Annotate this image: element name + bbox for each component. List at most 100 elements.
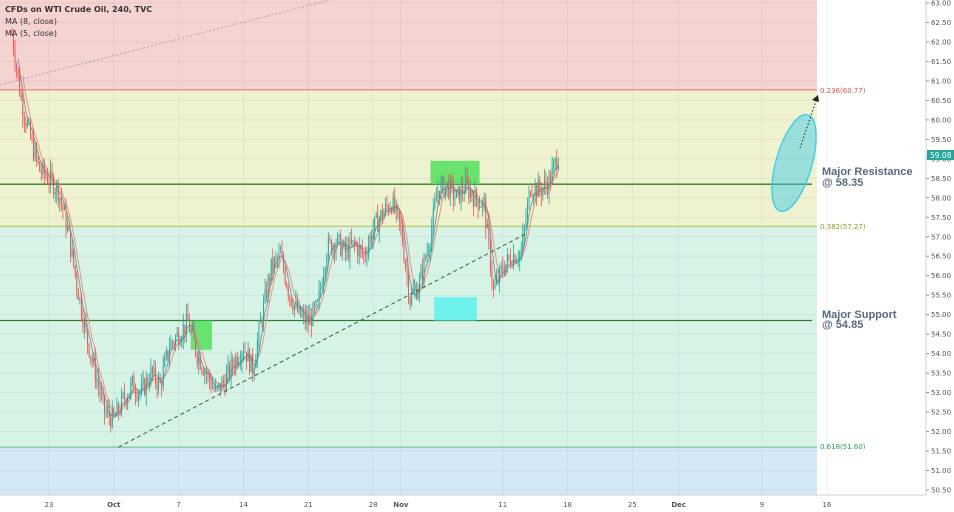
- y-tick-label: 61.00: [931, 77, 951, 85]
- candle-up: [548, 175, 550, 194]
- candle-up: [318, 289, 320, 301]
- candle-down: [39, 162, 41, 172]
- candle-down: [489, 240, 491, 271]
- candle-up: [275, 257, 277, 259]
- y-tick-label: 54.50: [931, 331, 951, 339]
- candle-up: [315, 300, 317, 306]
- candle-up: [215, 386, 217, 390]
- candle-up: [506, 255, 508, 265]
- candle-up: [26, 122, 28, 127]
- candle-up: [230, 359, 232, 377]
- candle-down: [68, 225, 70, 231]
- candle-up: [375, 213, 377, 218]
- candle-down: [488, 223, 490, 241]
- candle-down: [219, 383, 221, 392]
- candle-down: [73, 249, 75, 266]
- x-tick-label: 21: [304, 501, 313, 509]
- candle-up: [479, 207, 481, 209]
- candle-down: [43, 163, 45, 175]
- candle-up: [175, 336, 177, 345]
- candle-down: [171, 341, 173, 343]
- fib-band-top: [0, 0, 817, 90]
- candle-down: [22, 99, 24, 117]
- candle-up: [42, 163, 44, 174]
- candle-up: [139, 391, 141, 394]
- y-tick-label: 53.00: [931, 389, 951, 397]
- candle-down: [476, 189, 477, 200]
- candle-down: [125, 399, 127, 405]
- upper-dotted-trendline: [0, 0, 331, 86]
- candle-down: [104, 395, 106, 414]
- candle-up: [71, 249, 73, 257]
- candle-up: [241, 353, 243, 362]
- candle-up: [242, 351, 244, 354]
- candle-up: [79, 297, 81, 300]
- candle-up: [412, 290, 414, 294]
- candle-down: [360, 245, 362, 249]
- candle-up: [465, 177, 467, 194]
- candle-down: [147, 378, 149, 385]
- candle-down: [545, 180, 547, 186]
- candle-down: [161, 382, 163, 386]
- legend-ma8: MA (8, close): [5, 17, 57, 26]
- candle-up: [267, 277, 269, 299]
- candle-down: [290, 298, 292, 306]
- last-price-label: 59.08: [930, 151, 952, 160]
- candle-down: [477, 199, 479, 209]
- candle-up: [554, 158, 556, 163]
- candle-up: [457, 186, 459, 191]
- candle-up: [150, 366, 152, 384]
- candle-up: [483, 198, 485, 201]
- candle-up: [428, 252, 430, 254]
- candle-up: [449, 179, 451, 198]
- candle-down: [156, 382, 158, 389]
- candle-down: [85, 320, 87, 330]
- candle-up: [164, 357, 166, 367]
- candle-up: [440, 182, 442, 199]
- candle-down: [62, 203, 64, 211]
- candle-up: [114, 416, 116, 417]
- candle-down: [329, 238, 331, 241]
- candle-down: [462, 186, 464, 194]
- candle-up: [505, 264, 507, 274]
- candle-down: [471, 190, 473, 197]
- candle-down: [195, 339, 197, 354]
- candle-down: [310, 315, 312, 326]
- levels: [0, 183, 812, 322]
- candle-up: [93, 357, 95, 362]
- candle-down: [25, 121, 27, 127]
- candle-down: [229, 364, 231, 377]
- candle-up: [258, 323, 260, 341]
- candle-down: [330, 240, 332, 253]
- candle-up: [212, 386, 214, 389]
- candle-down: [480, 207, 482, 208]
- candle-down: [236, 356, 238, 365]
- candle-up: [176, 332, 178, 337]
- candle-down: [286, 283, 288, 288]
- candle-up: [127, 397, 129, 405]
- candle-down: [300, 305, 302, 317]
- candle-down: [347, 245, 349, 259]
- candle-up: [28, 122, 30, 124]
- candle-up: [312, 304, 314, 326]
- candle-down: [94, 357, 96, 382]
- candle-down: [23, 116, 25, 122]
- candle-down: [284, 269, 286, 284]
- candles: [11, 27, 559, 433]
- fib-band-0382-0618: [0, 226, 817, 448]
- candle-up: [537, 180, 539, 197]
- candle-up: [517, 260, 519, 262]
- candle-down: [394, 196, 396, 212]
- candle-up: [298, 305, 300, 312]
- y-tick-label: 57.00: [931, 233, 951, 241]
- candle-down: [102, 392, 104, 396]
- y-tick-label: 60.00: [931, 116, 951, 124]
- candle-up: [455, 190, 457, 198]
- candle-down: [386, 203, 388, 207]
- candle-up: [378, 219, 380, 232]
- candle-down: [539, 180, 541, 191]
- candle-up: [221, 379, 223, 392]
- candle-up: [111, 408, 113, 427]
- candle-down: [357, 245, 359, 257]
